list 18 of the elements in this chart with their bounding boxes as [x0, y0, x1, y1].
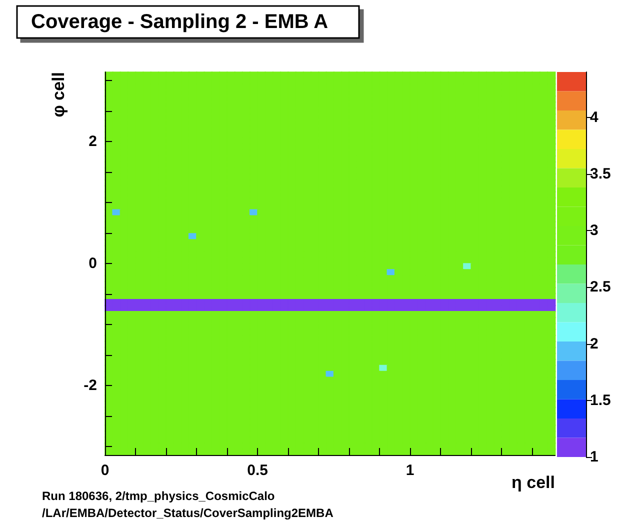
x-axis-title: η cell [512, 473, 556, 492]
text: /LAr/EMBA/Detector_Status/CoverSampling2EMBA [42, 506, 334, 520]
chart-title: Coverage - Sampling 2 - EMB A [31, 11, 328, 33]
color-bar-label: 3 [590, 222, 598, 240]
color-bar-label: 1.5 [590, 392, 611, 409]
x-tick-label: 0.5 [247, 462, 268, 479]
color-bar-label: 4 [590, 108, 599, 126]
y-tick-label: -2 [84, 376, 97, 394]
color-bar-label: 3.5 [590, 165, 611, 182]
color-bar-label: 2 [590, 335, 598, 352]
x-tick-label: 1 [406, 462, 414, 479]
y-tick-label: 2 [88, 133, 97, 150]
color-bar-label: 1 [590, 448, 598, 466]
y-axis-title: φ cell [49, 72, 68, 118]
color-bar-label: 2.5 [590, 278, 611, 296]
y-tick-label: 0 [88, 255, 97, 272]
x-tick-label: 0 [100, 462, 110, 479]
text: Run 180636, 2/tmp_physics_CosmicCalo [42, 489, 275, 503]
